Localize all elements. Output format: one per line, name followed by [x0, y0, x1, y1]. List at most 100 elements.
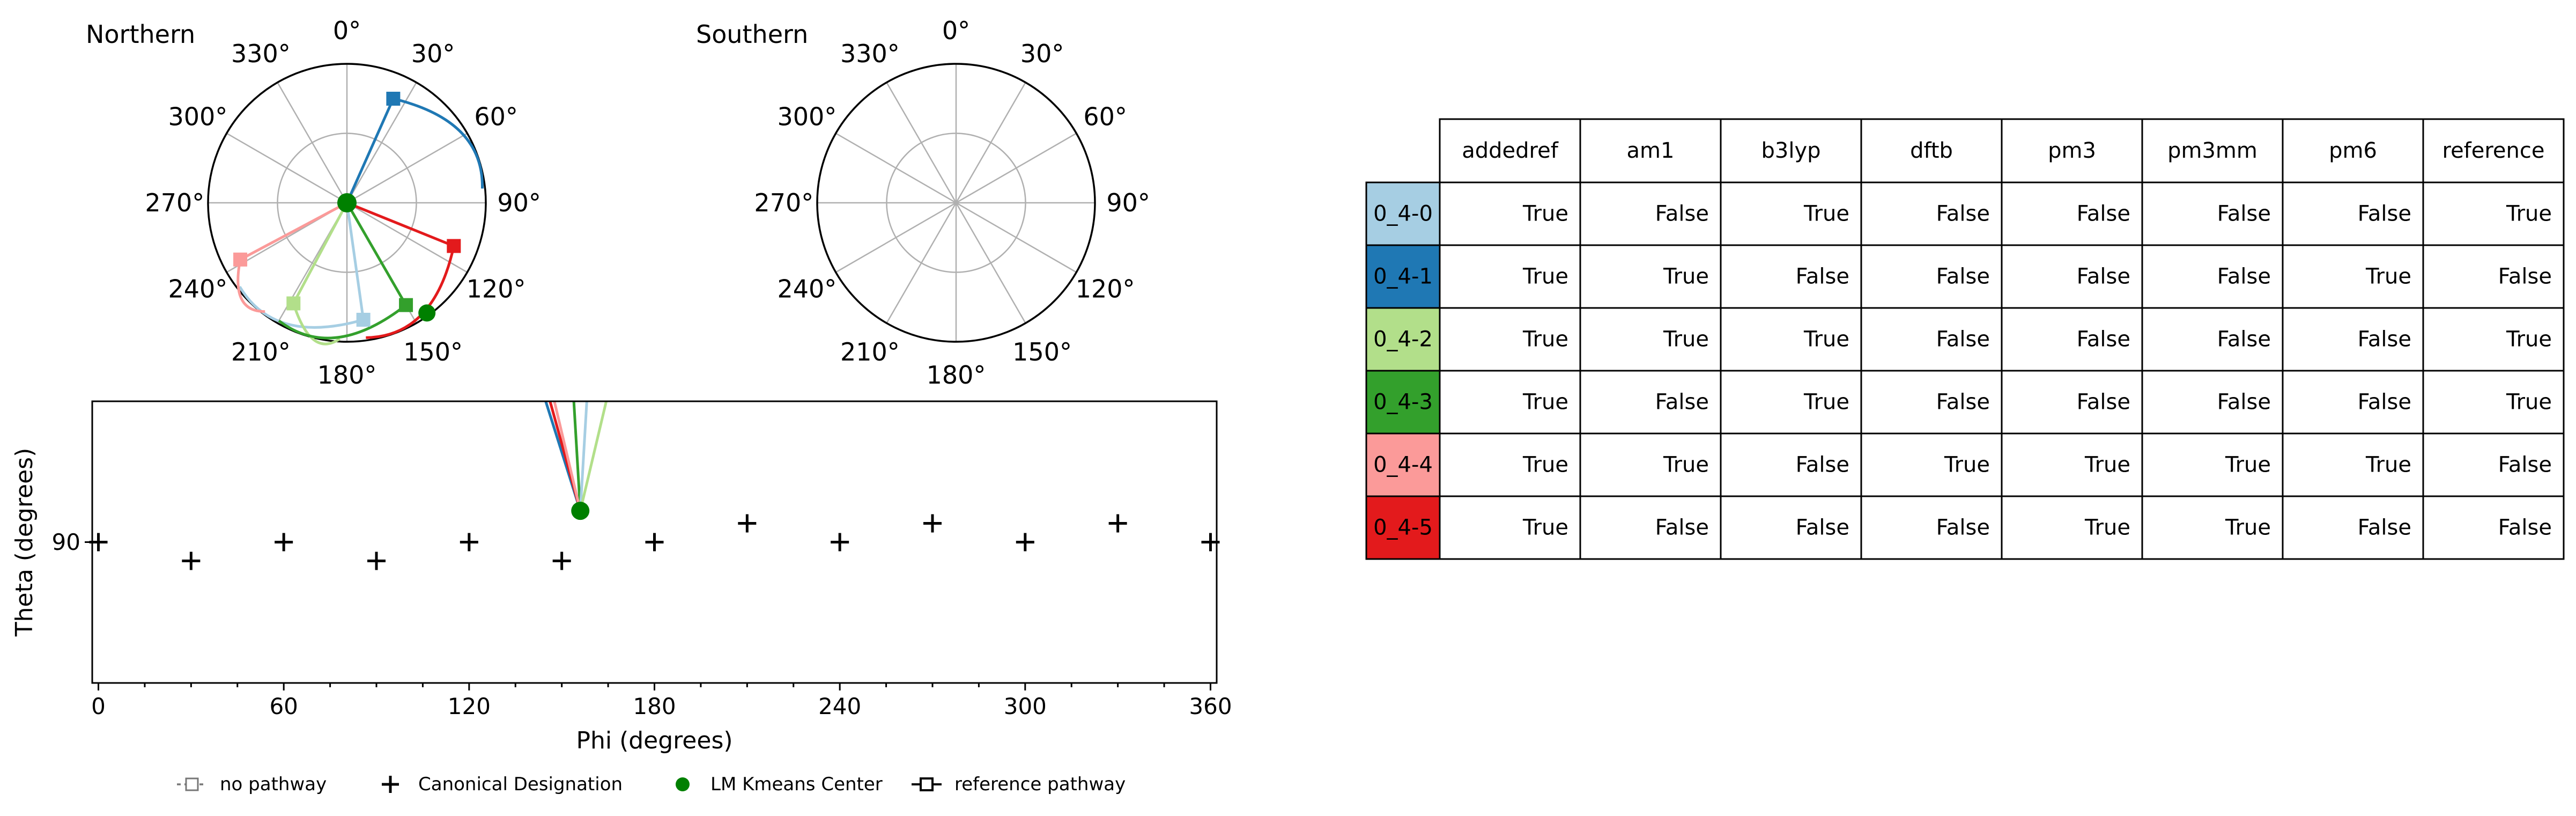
table-cell-value: True [2365, 453, 2411, 477]
polar-angle-tick-label: 90° [497, 188, 541, 217]
table-cell-value: False [1936, 327, 1990, 352]
table-cell-value: False [2077, 202, 2130, 226]
x-tick-label: 180 [633, 693, 676, 719]
table-cell-value: False [2358, 327, 2411, 352]
legend-label: Canonical Designation [418, 774, 623, 795]
polar-angle-tick-label: 330° [231, 39, 291, 68]
polar-angle-tick-label: 330° [840, 39, 900, 68]
polar-angle-tick-label: 240° [168, 275, 227, 304]
pathway-line [346, 201, 455, 247]
table-cell-value: False [1655, 202, 1709, 226]
table-cell-value: False [1936, 516, 1990, 540]
polar-gridline-spoke [955, 202, 1026, 324]
y-axis-label: Theta (degrees) [11, 448, 38, 637]
polar-angle-tick-label: 240° [777, 275, 837, 304]
pathway-line [292, 202, 349, 304]
table-header-cell [2422, 118, 2565, 183]
polar-angle-tick-label: 60° [474, 102, 518, 131]
table-cell-value: True [2506, 202, 2552, 226]
table-header-label: pm6 [2329, 138, 2377, 163]
legend-label: no pathway [220, 774, 327, 795]
table-cell [2141, 495, 2284, 560]
polar-angle-tick-label: 90° [1106, 188, 1150, 217]
pathway-line [239, 201, 348, 261]
polar-angle-tick-label: 0° [333, 16, 361, 45]
x-tick-label: 60 [269, 693, 298, 719]
legend-marker-square [920, 777, 934, 791]
table-row-label: 0_4-5 [1373, 516, 1433, 540]
southern-polar-plot: Southern 0° 30° 60° 90° 120° 150° 180° 210° 240° 2… [696, 16, 1150, 389]
table-header-cell [1720, 118, 1862, 183]
table-cell-value: False [1655, 516, 1709, 540]
table-cell [2422, 495, 2565, 560]
table-cell-value: True [2506, 390, 2552, 415]
table-cell-value: True [1803, 327, 1849, 352]
polar-angle-tick-label: 180° [317, 361, 377, 389]
legend-label: reference pathway [954, 774, 1126, 795]
table-cell [2001, 495, 2143, 560]
polar-outer-circle [816, 63, 1096, 343]
table-cell-value: True [1522, 390, 1568, 415]
polar-angle-tick-label: 30° [1020, 39, 1064, 68]
table-cell-value: True [2225, 516, 2271, 540]
polar-angle-tick-label: 300° [168, 102, 227, 131]
canonical-designation-marker [460, 533, 478, 552]
canonical-designation-marker [275, 533, 293, 552]
table-cell-value: False [2498, 453, 2552, 477]
table-row-label: 0_4-3 [1373, 390, 1433, 415]
table-cell [2422, 370, 2565, 435]
table-cell-value: True [2084, 453, 2130, 477]
table-cell [1720, 370, 1862, 435]
table-cell [1439, 495, 1581, 560]
table-cell-value: True [1663, 453, 1709, 477]
table-cell-value: False [1796, 516, 1849, 540]
table-row-label: 0_4-1 [1373, 264, 1433, 289]
table-cell [2141, 370, 2284, 435]
polar-angle-tick-label: 270° [145, 188, 204, 217]
polar-title: Northern [86, 20, 195, 49]
table-cell-value: True [1944, 453, 1990, 477]
table-cell-value: True [1522, 202, 1568, 226]
pathway-table: addedref am1 b3lyp dftb pm3 pm3mm pm6 reference… [1365, 118, 2565, 560]
table-header-label: reference [2442, 138, 2545, 163]
table-cell [1579, 307, 1722, 372]
canonical-designation-marker [1016, 533, 1034, 552]
table-cell-value: False [2358, 516, 2411, 540]
table-cell-value: False [1936, 202, 1990, 226]
table-cell-value: True [1522, 516, 1568, 540]
table-cell-value: False [1796, 264, 1849, 289]
table-cell-value: False [2077, 390, 2130, 415]
x-tick-label: 360 [1189, 693, 1232, 719]
pathway-square-marker [399, 298, 413, 312]
reference-pathway-curve [393, 97, 484, 189]
x-tick-label: 120 [448, 693, 491, 719]
table-cell [2001, 432, 2143, 497]
table-cell-value: False [2077, 264, 2130, 289]
table-cell [1860, 244, 2003, 309]
table-cell [1860, 370, 2003, 435]
table-cell [2141, 181, 2284, 246]
polar-gridline-spoke [956, 202, 1077, 273]
pathway-line [579, 401, 608, 511]
table-header-label: pm3mm [2167, 138, 2257, 163]
polar-gridline-spoke [346, 202, 468, 273]
table-cell-value: True [1522, 264, 1568, 289]
table-cell-value: False [2217, 264, 2271, 289]
table-cell-value: False [2217, 327, 2271, 352]
canonical-designation-marker [645, 533, 664, 552]
canonical-designation-marker [552, 552, 571, 570]
reference-pathway-curve [292, 303, 341, 345]
polar-angle-tick-label: 0° [942, 16, 970, 45]
polar-angle-tick-label: 300° [777, 102, 837, 131]
polar-angle-tick-label: 60° [1083, 102, 1127, 131]
legend-marker-plus [382, 776, 399, 793]
northern-polar-plot: Northern 0° 30° 60° 90° 120° 150° 180° 210° 240° 2… [86, 16, 541, 389]
table-cell-value: True [2084, 516, 2130, 540]
table-cell-value: True [2506, 327, 2552, 352]
table-cell [1579, 495, 1722, 560]
reference-pathway-curve [238, 285, 364, 329]
table-cell [1720, 181, 1862, 246]
polar-gridline-spoke [886, 202, 957, 324]
table-row-label-cell [1365, 495, 1441, 560]
polar-angle-tick-label: 210° [840, 337, 900, 366]
